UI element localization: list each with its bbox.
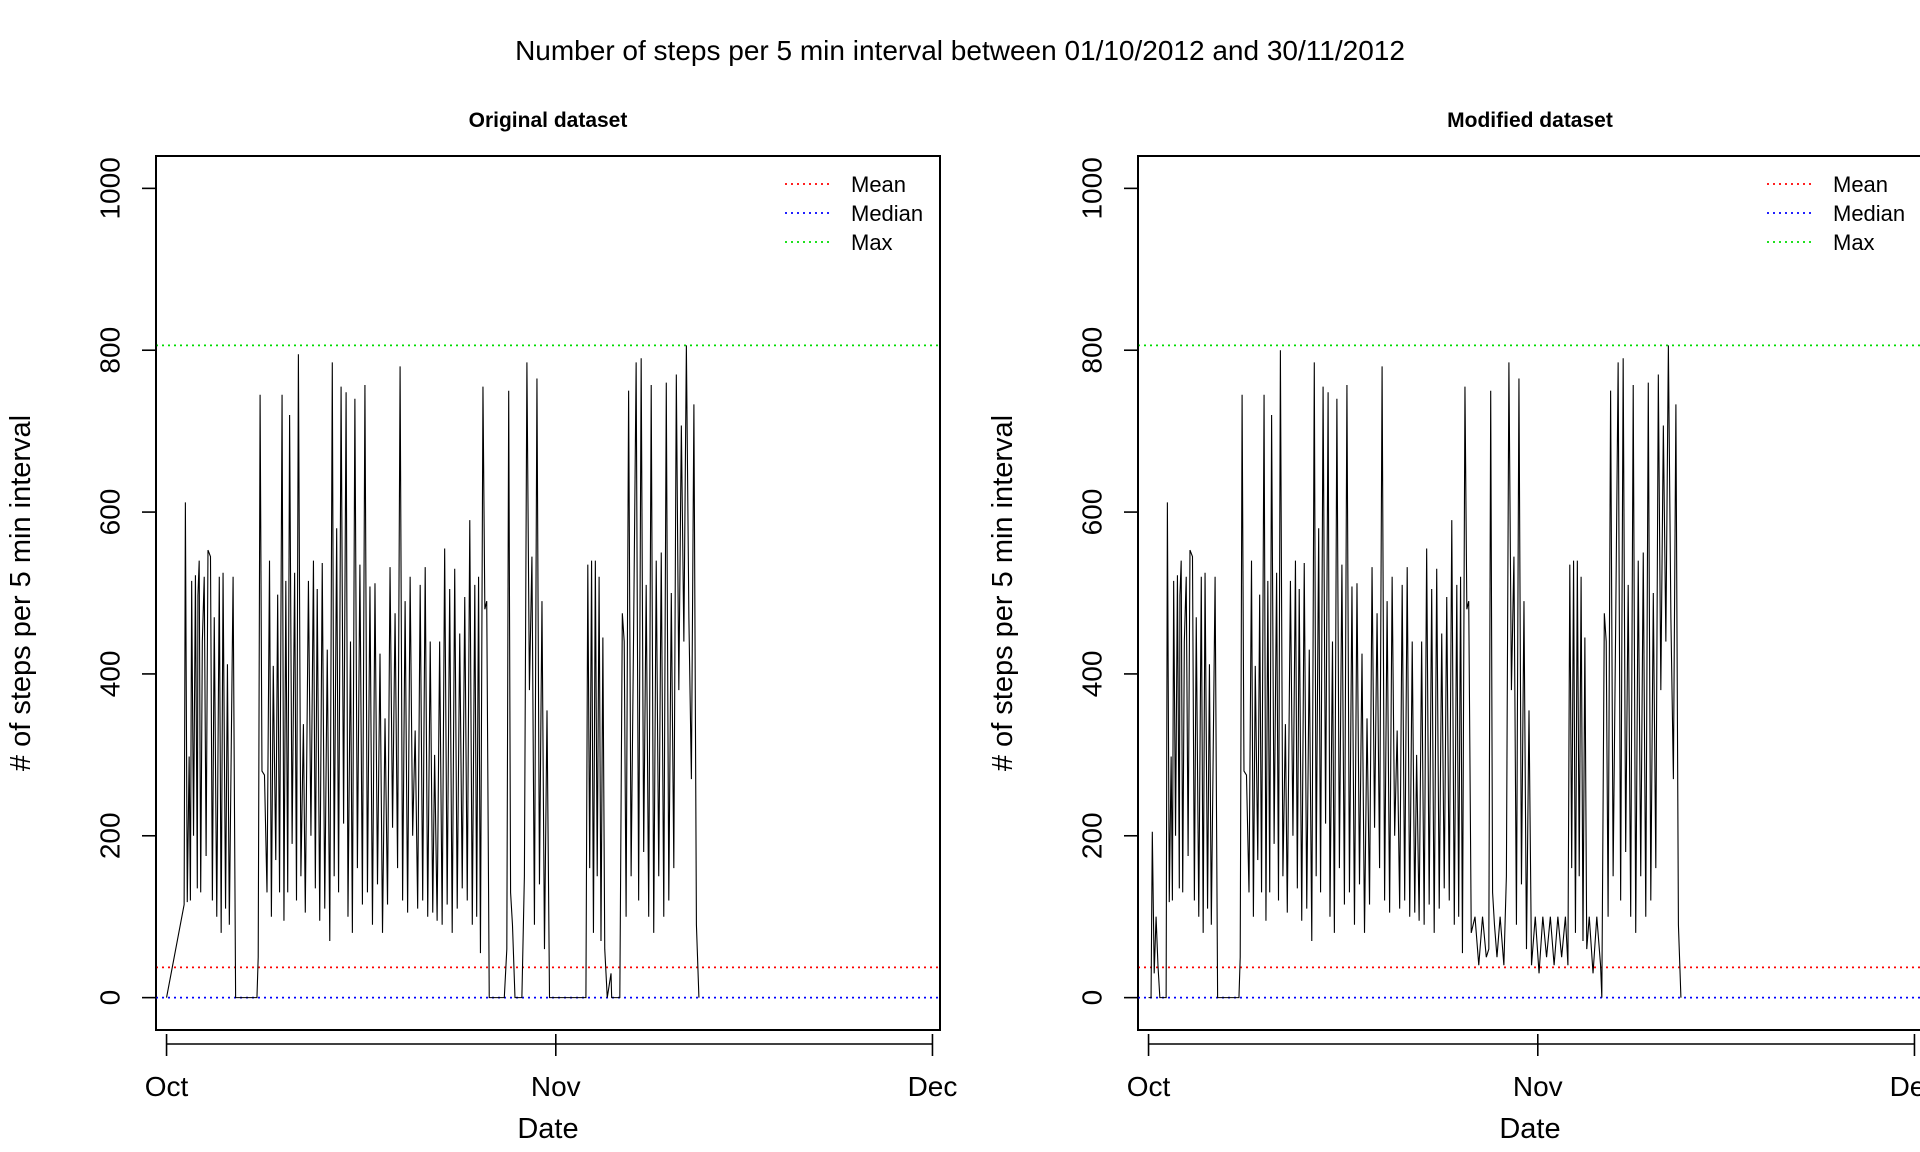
x-tick-label: Oct: [1127, 1071, 1171, 1102]
y-tick-label: 400: [94, 651, 125, 698]
legend-label: Max: [851, 230, 893, 255]
legend-label: Median: [1833, 201, 1905, 226]
y-tick-label: 800: [1076, 327, 1107, 374]
plot-frame: [155, 155, 941, 1031]
y-tick-label: 200: [1076, 812, 1107, 859]
y-tick-label: 400: [1076, 651, 1107, 698]
x-tick-label: Nov: [531, 1071, 581, 1102]
main-title: Number of steps per 5 min interval betwe…: [515, 35, 1405, 66]
steps-series-line: [1148, 345, 1682, 999]
y-tick-label: 1000: [94, 157, 125, 219]
y-tick-label: 0: [94, 990, 125, 1006]
steps-series-line: [166, 345, 700, 999]
x-tick-label: Nov: [1513, 1071, 1563, 1102]
y-axis-label: # of steps per 5 min interval: [5, 415, 37, 771]
legend-label: Median: [851, 201, 923, 226]
y-tick-label: 1000: [1076, 157, 1107, 219]
x-tick-label: Dec: [1890, 1071, 1920, 1102]
x-tick-label: Dec: [908, 1071, 958, 1102]
y-tick-label: 0: [1076, 990, 1107, 1006]
panel-title: Original dataset: [469, 109, 628, 132]
legend-label: Mean: [1833, 172, 1888, 197]
panel-modified: Modified dataset 0 200 400 600 800 1000 Oct Nov D…: [987, 109, 1920, 1145]
x-axis-label: Date: [517, 1113, 578, 1145]
plot-frame: [1137, 155, 1920, 1031]
legend-label: Mean: [851, 172, 906, 197]
y-axis-label: # of steps per 5 min interval: [987, 415, 1019, 771]
y-tick-label: 800: [94, 327, 125, 374]
y-tick-label: 200: [94, 812, 125, 859]
y-tick-label: 600: [94, 489, 125, 536]
legend-label: Max: [1833, 230, 1875, 255]
panel-original: Original dataset 0 200 400 600 800 1000 Oct Nov D…: [5, 109, 957, 1145]
x-tick-label: Oct: [145, 1071, 189, 1102]
y-tick-label: 600: [1076, 489, 1107, 536]
panel-title: Modified dataset: [1447, 109, 1613, 132]
x-axis-label: Date: [1499, 1113, 1560, 1145]
